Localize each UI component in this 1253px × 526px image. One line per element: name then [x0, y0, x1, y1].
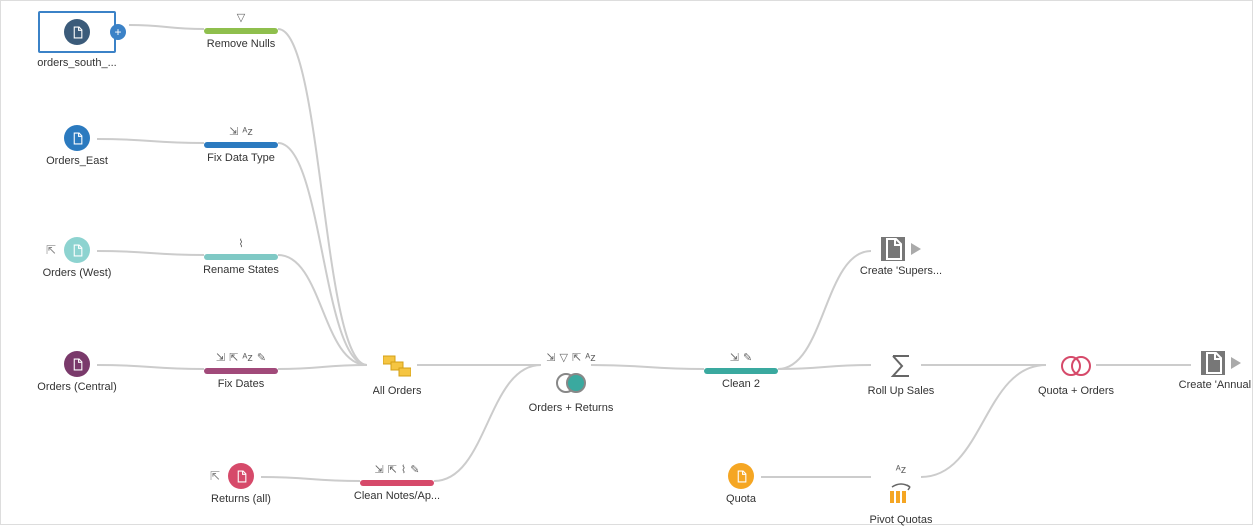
- edit-icon: ✎: [257, 353, 266, 364]
- node-label: Orders (Central): [37, 381, 116, 393]
- edge-layer: [1, 1, 1253, 526]
- run-output-button[interactable]: [911, 243, 921, 255]
- node-roll-up-sales[interactable]: Roll Up Sales: [861, 351, 941, 397]
- calc-icon: ᴬᴢ: [242, 353, 252, 364]
- edge-fix_data_type-all_orders: [278, 143, 367, 365]
- node-label: Pivot Quotas: [870, 514, 933, 526]
- node-label: Orders (West): [43, 267, 112, 279]
- edge-rename_states-all_orders: [278, 255, 367, 365]
- node-orders-east[interactable]: Orders_East: [37, 125, 117, 167]
- node-create-annual[interactable]: Create 'Annual ...: [1181, 351, 1253, 391]
- flow-canvas[interactable]: +orders_south_...Orders_East⇱Orders (Wes…: [0, 0, 1253, 525]
- node-create-supers[interactable]: Create 'Supers...: [861, 237, 941, 277]
- node-quota-orders[interactable]: Quota + Orders: [1036, 351, 1116, 397]
- node-returns[interactable]: ⇱ Returns (all): [201, 463, 281, 505]
- node-orders-west[interactable]: ⇱ Orders (West): [37, 237, 117, 279]
- node-orders-south[interactable]: +orders_south_...: [37, 11, 117, 69]
- rename-icon: ⇲: [730, 353, 739, 364]
- rename2-icon: ⇱: [572, 353, 581, 364]
- node-fix-data-type[interactable]: ⇲ ᴬᴢ Fix Data Type: [201, 125, 281, 164]
- aggregate-icon[interactable]: [886, 351, 916, 381]
- edge-orders_south-remove_nulls: [129, 25, 204, 29]
- clean-bar[interactable]: [204, 142, 278, 148]
- clean-bar[interactable]: [204, 368, 278, 374]
- incoming-icon: ⇱: [210, 469, 220, 483]
- clean-bar[interactable]: [704, 368, 778, 374]
- node-label: Orders_East: [46, 155, 108, 167]
- node-remove-nulls[interactable]: ▽ Remove Nulls: [201, 11, 281, 50]
- change-icons: ⇲ ⇱ ᴬᴢ ✎: [216, 351, 266, 365]
- pivot-icon[interactable]: [886, 480, 916, 510]
- edge-clean_notes-orders_returns: [434, 365, 541, 481]
- add-step-button[interactable]: +: [110, 24, 126, 40]
- node-label: Fix Data Type: [207, 152, 275, 164]
- rename2-icon: ⇱: [229, 353, 238, 364]
- node-orders-central[interactable]: Orders (Central): [37, 351, 117, 393]
- change-icons: ⇲ ᴬᴢ: [229, 125, 253, 139]
- clean-bar[interactable]: [204, 28, 278, 34]
- node-rename-states[interactable]: ⌇ Rename States: [201, 237, 281, 276]
- node-label: Roll Up Sales: [868, 385, 935, 397]
- node-label: Quota + Orders: [1038, 385, 1114, 397]
- change-icons: ⇲ ⇱ ⌇ ✎: [374, 463, 419, 477]
- clip-icon: ⌇: [401, 465, 406, 476]
- edge-fix_dates-all_orders: [278, 365, 367, 369]
- join-icon[interactable]: [556, 368, 586, 398]
- rename2-icon: ⇱: [388, 465, 397, 476]
- node-label: Create 'Annual ...: [1179, 379, 1253, 391]
- edge-clean2-create_supers: [778, 251, 871, 369]
- node-label: All Orders: [373, 385, 422, 397]
- node-label: Remove Nulls: [207, 38, 275, 50]
- node-label: Clean 2: [722, 378, 760, 390]
- change-icons: ⌇: [238, 237, 243, 251]
- node-label: Returns (all): [211, 493, 271, 505]
- node-label: Orders + Returns: [529, 402, 614, 414]
- clean-bar[interactable]: [360, 480, 434, 486]
- change-icons: ⇲ ▽ ⇱ ᴬᴢ: [546, 351, 595, 365]
- rename-icon: ⇲: [546, 353, 555, 364]
- node-orders-returns[interactable]: ⇲ ▽ ⇱ ᴬᴢ Orders + Returns: [531, 351, 611, 414]
- change-icons: ᴬᴢ: [896, 463, 906, 477]
- rename-icon: ⇲: [374, 465, 383, 476]
- incoming-icon: ⇱: [46, 243, 56, 257]
- edge-clean2-roll_up_sales: [778, 365, 871, 369]
- filter-icon: ▽: [560, 353, 568, 364]
- node-label: Quota: [726, 493, 756, 505]
- node-pivot-quotas[interactable]: ᴬᴢ Pivot Quotas: [861, 463, 941, 526]
- filter-icon: ▽: [237, 13, 245, 24]
- output-icon[interactable]: [881, 237, 905, 261]
- union-icon[interactable]: [382, 351, 412, 381]
- node-clean-notes[interactable]: ⇲ ⇱ ⌇ ✎ Clean Notes/Ap...: [357, 463, 437, 502]
- edit-icon: ✎: [410, 465, 419, 476]
- clip-icon: ⌇: [238, 239, 243, 250]
- node-label: orders_south_...: [37, 57, 117, 69]
- node-label: Fix Dates: [218, 378, 264, 390]
- edit-icon: ✎: [743, 353, 752, 364]
- calc-icon: ᴬᴢ: [585, 353, 595, 364]
- output-icon[interactable]: [1201, 351, 1225, 375]
- node-clean2[interactable]: ⇲✎Clean 2: [701, 351, 781, 390]
- calc-icon: ᴬᴢ: [896, 465, 906, 476]
- node-fix-dates[interactable]: ⇲ ⇱ ᴬᴢ ✎ Fix Dates: [201, 351, 281, 390]
- change-icons: ▽: [237, 11, 245, 25]
- edge-remove_nulls-all_orders: [278, 29, 367, 365]
- node-label: Clean Notes/Ap...: [354, 490, 440, 502]
- node-all-orders[interactable]: All Orders: [357, 351, 437, 397]
- node-label: Rename States: [203, 264, 279, 276]
- change-icons: ⇲✎: [730, 351, 752, 365]
- clean-bar[interactable]: [204, 254, 278, 260]
- rename-icon: ⇲: [216, 353, 225, 364]
- join-icon[interactable]: [1061, 351, 1091, 381]
- node-quota[interactable]: Quota: [701, 463, 781, 505]
- calc-icon: ᴬᴢ: [242, 127, 252, 138]
- node-label: Create 'Supers...: [860, 265, 942, 277]
- rename-icon: ⇲: [229, 127, 238, 138]
- run-output-button[interactable]: [1231, 357, 1241, 369]
